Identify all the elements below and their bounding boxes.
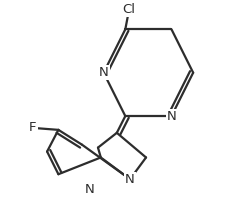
Text: Cl: Cl — [122, 3, 135, 16]
Text: N: N — [125, 173, 134, 186]
Text: N: N — [98, 66, 108, 79]
Text: N: N — [166, 110, 176, 123]
Text: N: N — [84, 182, 94, 196]
Text: F: F — [29, 121, 37, 135]
